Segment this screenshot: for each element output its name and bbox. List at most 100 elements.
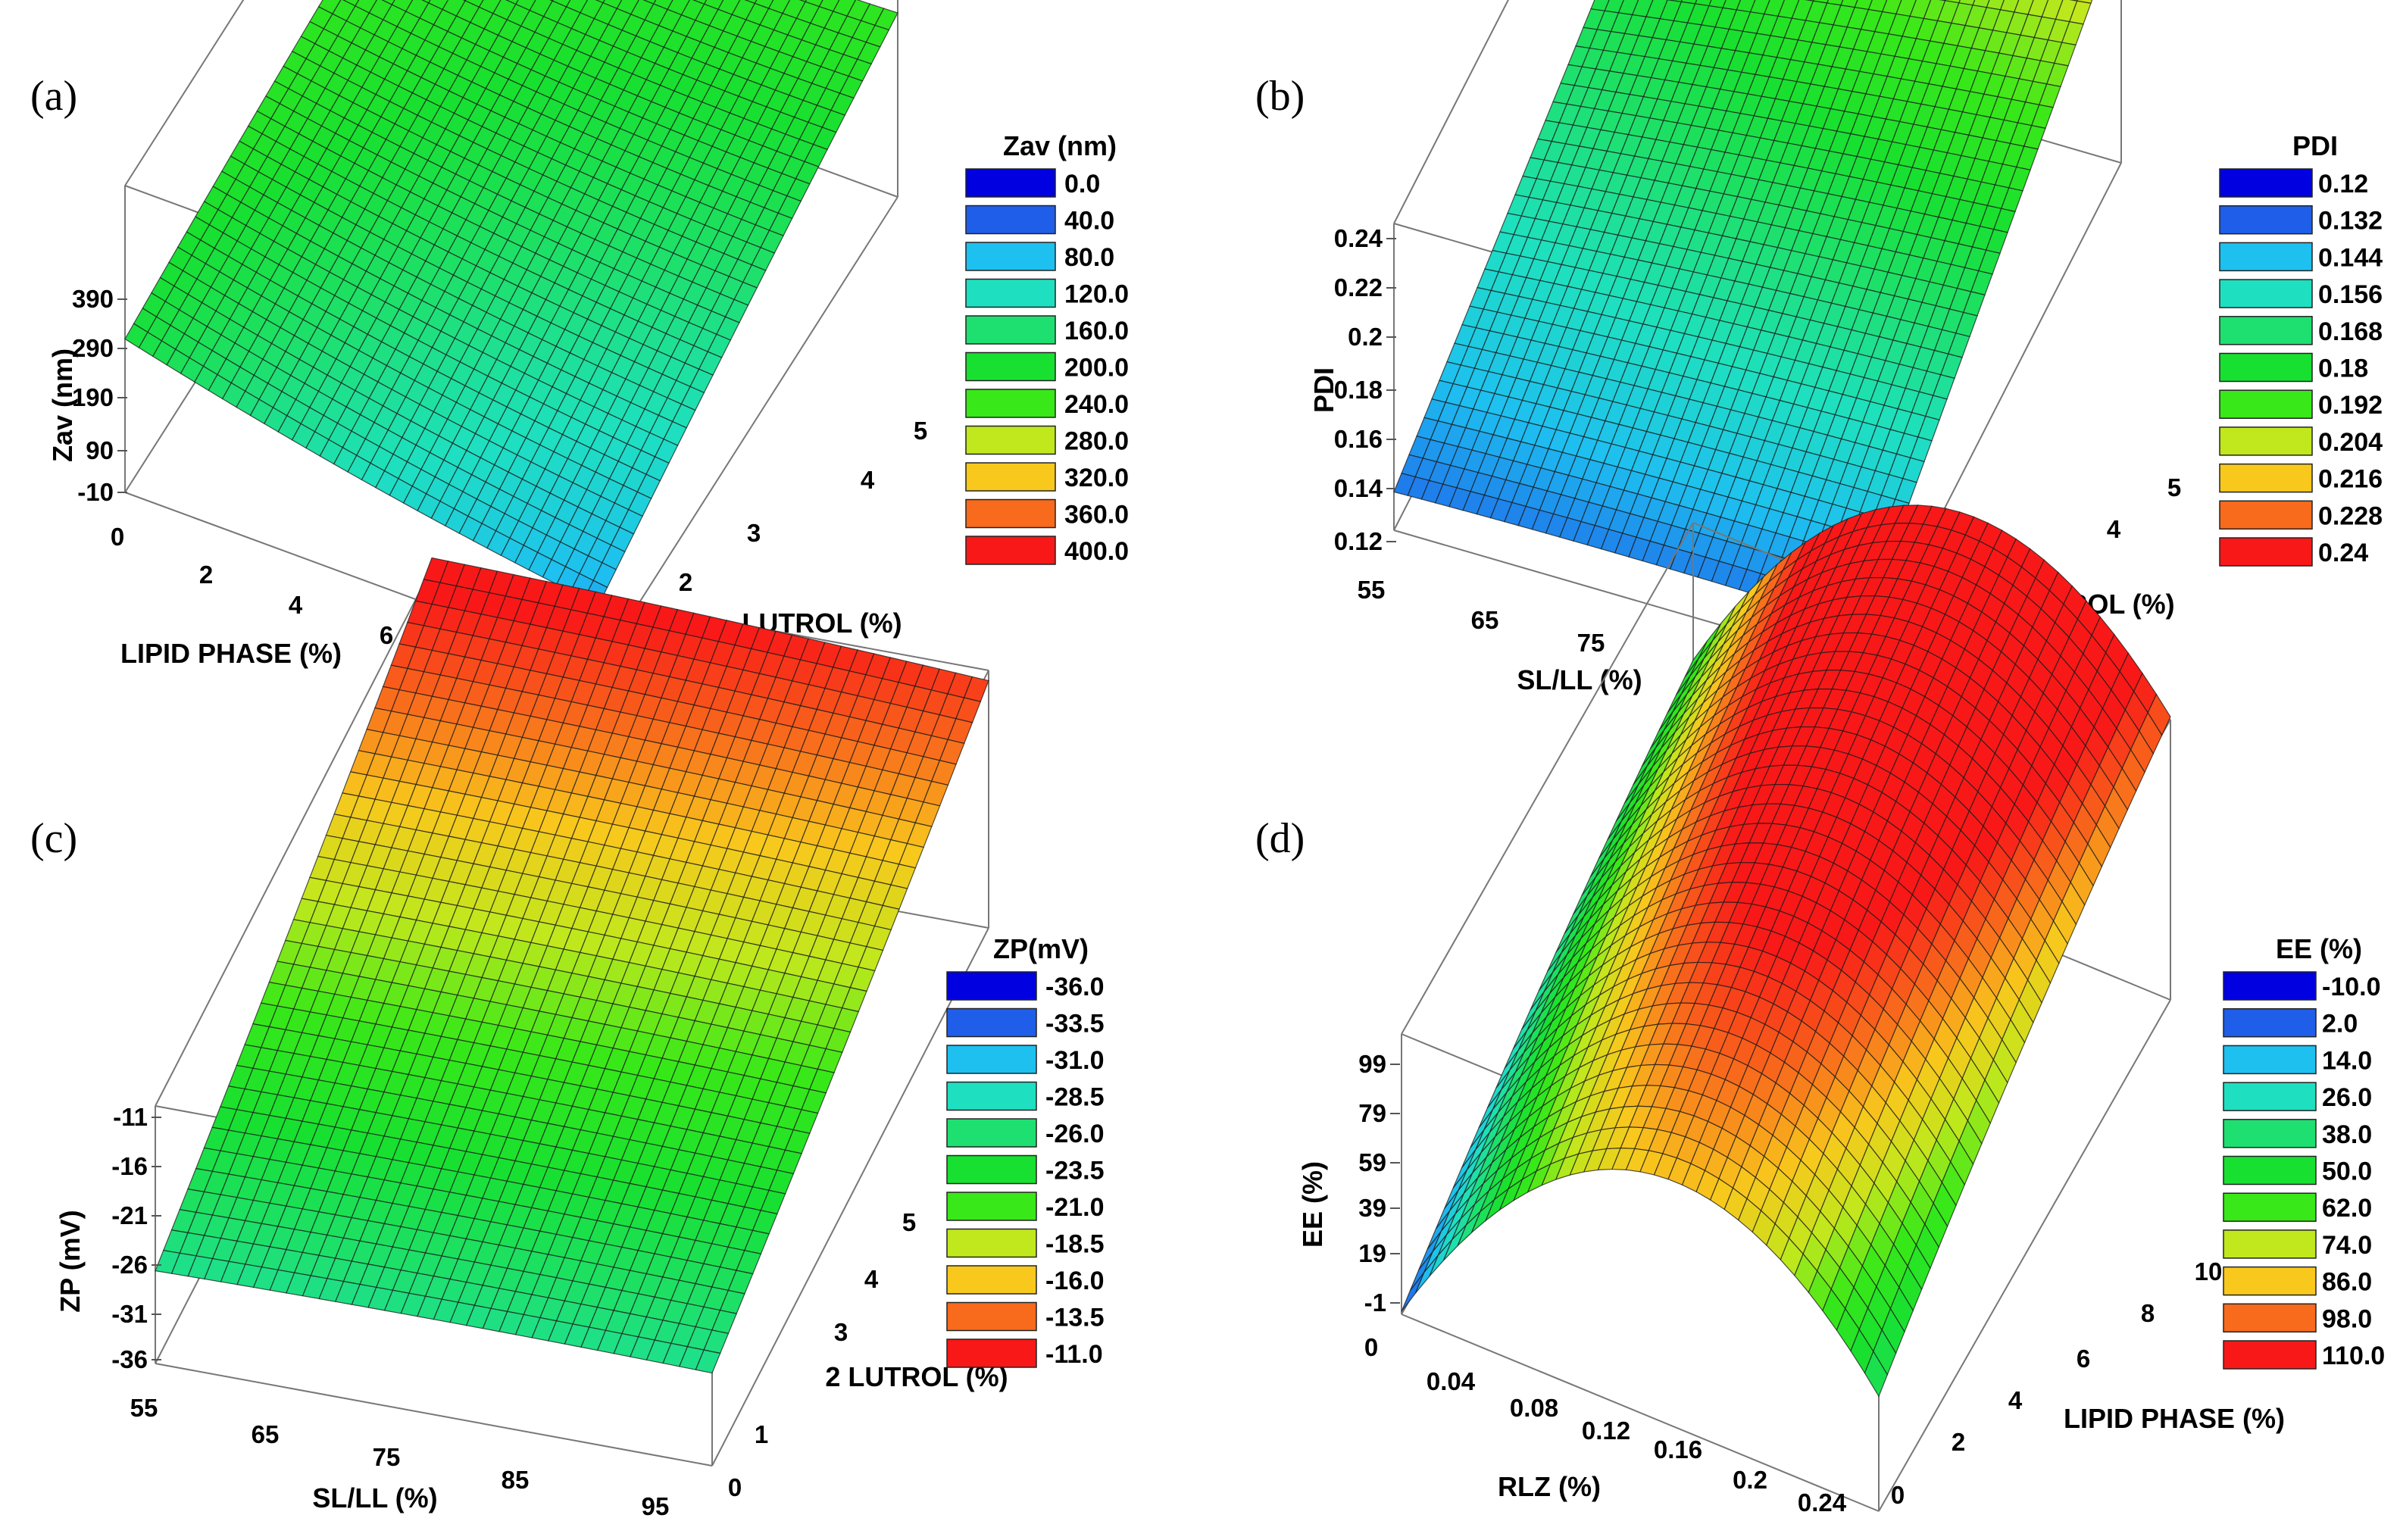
- legend-swatch: [946, 1228, 1037, 1258]
- legend-swatch: [2219, 389, 2313, 419]
- legend-label: 50.0: [2322, 1157, 2372, 1186]
- legend-label: 240.0: [1064, 390, 1129, 419]
- legend-swatch: [946, 1154, 1037, 1185]
- x-axis-title: RLZ (%): [1498, 1471, 1601, 1502]
- legend-label: 0.192: [2318, 391, 2383, 420]
- legend-label: 200.0: [1064, 354, 1129, 383]
- legend-swatch: [965, 389, 1056, 418]
- x-tick-label: 55: [130, 1394, 158, 1422]
- legend-label: 0.24: [2318, 539, 2368, 567]
- z-tick-label: -16: [111, 1152, 148, 1180]
- legend-label: 40.0: [1064, 207, 1114, 236]
- surface-mesh: [124, 0, 898, 606]
- y-tick-label: 5: [902, 1208, 916, 1236]
- y-tick-label: 6: [2077, 1345, 2090, 1373]
- legend-label: 0.204: [2318, 428, 2383, 457]
- x-tick-label: 95: [642, 1492, 670, 1520]
- x-tick-label: 0: [1364, 1333, 1378, 1361]
- legend-label: 98.0: [2322, 1304, 2372, 1333]
- y-tick-label: 10: [2195, 1257, 2223, 1285]
- y-tick-label: 3: [747, 519, 761, 547]
- legend-label: 2.0: [2322, 1010, 2358, 1039]
- z-axis-title: PDI: [1308, 367, 1339, 413]
- x-tick-label: 6: [380, 621, 393, 649]
- legend-swatch: [965, 278, 1056, 308]
- z-tick-label: -21: [111, 1201, 148, 1229]
- legend-label: -10.0: [2322, 973, 2381, 1001]
- legend-label: -16.0: [1045, 1267, 1105, 1295]
- z-tick-label: 19: [1358, 1239, 1386, 1267]
- legend-label: 0.132: [2318, 207, 2383, 236]
- legend-label: 280.0: [1064, 427, 1129, 456]
- x-tick-label: 0.12: [1582, 1417, 1630, 1445]
- legend-label: 0.18: [2318, 355, 2368, 383]
- z-tick-label: 0.18: [1334, 376, 1383, 404]
- y-tick-label: 0: [1891, 1481, 1905, 1509]
- legend-swatch: [965, 498, 1056, 529]
- y-tick-label: 2: [1952, 1428, 1965, 1456]
- legend-label: 0.216: [2318, 465, 2383, 494]
- x-tick-label: 0.08: [1510, 1394, 1558, 1422]
- legend-swatch: [2223, 1045, 2317, 1075]
- x-axis-title: LIPID PHASE (%): [120, 638, 342, 669]
- legend-swatch: [965, 462, 1056, 492]
- legend-swatch: [2219, 500, 2313, 530]
- z-tick-label: 0.14: [1334, 474, 1383, 502]
- legend-label: -13.5: [1045, 1304, 1105, 1332]
- surface-cell: [1401, 1272, 1425, 1312]
- surface-mesh: [1393, 0, 2093, 629]
- legend-swatch: [2219, 242, 2313, 272]
- axis-box-edge: [598, 196, 898, 667]
- z-tick-label: 39: [1358, 1194, 1386, 1222]
- legend-swatch: [946, 1007, 1037, 1038]
- legend-swatch: [946, 1081, 1037, 1111]
- axis-box-edge: [155, 567, 433, 1107]
- legend-label: 400.0: [1064, 537, 1129, 566]
- legend-label: -31.0: [1045, 1046, 1105, 1075]
- z-tick-label: 390: [72, 285, 114, 313]
- legend-swatch: [965, 242, 1056, 271]
- y-tick-label: 0: [728, 1473, 742, 1501]
- x-tick-label: 65: [1471, 606, 1499, 634]
- legend-swatch: [2223, 1007, 2317, 1038]
- z-tick-label: -31: [111, 1300, 148, 1328]
- legend-swatch: [965, 168, 1056, 198]
- z-tick-label: 99: [1358, 1050, 1386, 1078]
- z-tick-label: 290: [72, 334, 114, 362]
- y-tick-label: 1: [755, 1420, 768, 1448]
- y-tick-label: 5: [914, 417, 927, 445]
- legend-swatch: [2219, 168, 2313, 198]
- x-tick-label: 0.16: [1654, 1435, 1702, 1463]
- legend-label: -28.5: [1045, 1083, 1105, 1112]
- z-tick-label: -1: [1364, 1289, 1386, 1317]
- legend-label: 0.0: [1064, 170, 1100, 198]
- x-tick-label: 2: [199, 561, 213, 589]
- legend-swatch: [946, 1265, 1037, 1295]
- surface-mesh: [155, 557, 989, 1374]
- legend-swatch: [2219, 537, 2313, 567]
- z-tick-label: -26: [111, 1251, 148, 1279]
- z-tick-label: 190: [72, 383, 114, 411]
- legend-label: 0.144: [2318, 243, 2383, 272]
- legend-swatch: [946, 1301, 1037, 1332]
- axis-box-edge: [711, 927, 989, 1467]
- x-tick-label: 0.2: [1733, 1466, 1767, 1494]
- legend-label: 120.0: [1064, 280, 1129, 309]
- y-tick-label: 4: [861, 466, 875, 494]
- x-tick-label: 4: [289, 591, 303, 619]
- z-tick-label: 79: [1358, 1099, 1386, 1127]
- x-axis-title: SL/LL (%): [312, 1482, 437, 1513]
- legend-swatch: [2219, 352, 2313, 383]
- legend-swatch: [2219, 205, 2313, 235]
- y-tick-label: 5: [2167, 473, 2181, 501]
- x-tick-label: 75: [1577, 629, 1605, 657]
- legend-swatch: [2219, 426, 2313, 456]
- y-tick-label: 8: [2141, 1299, 2155, 1327]
- legend-swatch: [965, 315, 1056, 345]
- legend-label: 360.0: [1064, 501, 1129, 529]
- legend-label: -11.0: [1045, 1340, 1103, 1369]
- legend-swatch: [965, 536, 1056, 565]
- panel-label: (d): [1255, 815, 1305, 862]
